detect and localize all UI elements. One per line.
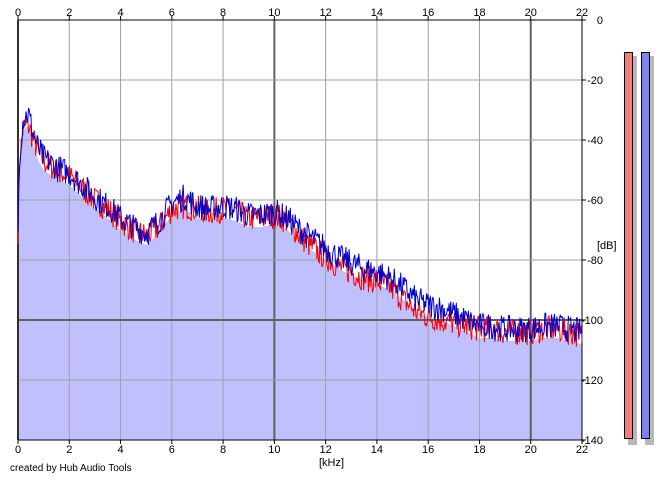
x-tick-label-top: 8 [220, 7, 226, 19]
y-tick-label: -60 [587, 195, 603, 207]
x-tick-label-bottom: 4 [117, 444, 123, 456]
x-tick-label-top: 16 [422, 7, 434, 19]
x-tick-label-top: 2 [66, 7, 72, 19]
y-tick-label: -100 [581, 315, 603, 327]
x-tick-label-top: 10 [268, 7, 280, 19]
x-tick-label-top: 14 [371, 7, 383, 19]
blue-channel-line [17, 107, 583, 343]
x-tick-label-top: 18 [473, 7, 485, 19]
y-tick-label: -80 [587, 255, 603, 267]
x-tick-label-bottom: 6 [169, 444, 175, 456]
x-tick-label-bottom: 10 [268, 444, 280, 456]
x-tick-label-bottom: 14 [371, 444, 383, 456]
right-channel-meter [641, 52, 650, 439]
y-tick-label: 0 [597, 15, 603, 27]
x-tick-label-bottom: 2 [66, 444, 72, 456]
spectrum-fill [18, 125, 582, 440]
y-tick-label: -20 [587, 75, 603, 87]
x-tick-label-bottom: 20 [525, 444, 537, 456]
credit-text: created by Hub Audio Tools [10, 463, 132, 474]
series-lines [17, 107, 583, 347]
x-tick-label-top: 12 [320, 7, 332, 19]
y-tick-label: -140 [581, 435, 603, 447]
y-tick-label: -40 [587, 135, 603, 147]
left-channel-meter [624, 52, 633, 439]
spectrum-fill-area [18, 125, 582, 440]
x-tick-label-bottom: 22 [576, 444, 588, 456]
x-tick-label-top: 4 [117, 7, 123, 19]
x-tick-label-top: 20 [525, 7, 537, 19]
y-axis-label: [dB] [597, 240, 617, 252]
x-tick-label-top: 6 [169, 7, 175, 19]
y-tick-label: -120 [581, 375, 603, 387]
tick-labels: 002244668810101212141416161818202022220-… [15, 7, 603, 456]
x-tick-label-top: 22 [576, 7, 588, 19]
x-tick-label-bottom: 16 [422, 444, 434, 456]
x-tick-label-bottom: 8 [220, 444, 226, 456]
x-tick-label-bottom: 12 [320, 444, 332, 456]
x-tick-label-bottom: 0 [15, 444, 21, 456]
x-tick-label-bottom: 18 [473, 444, 485, 456]
x-axis-label: [kHz] [319, 457, 345, 469]
x-tick-label-top: 0 [15, 7, 21, 19]
